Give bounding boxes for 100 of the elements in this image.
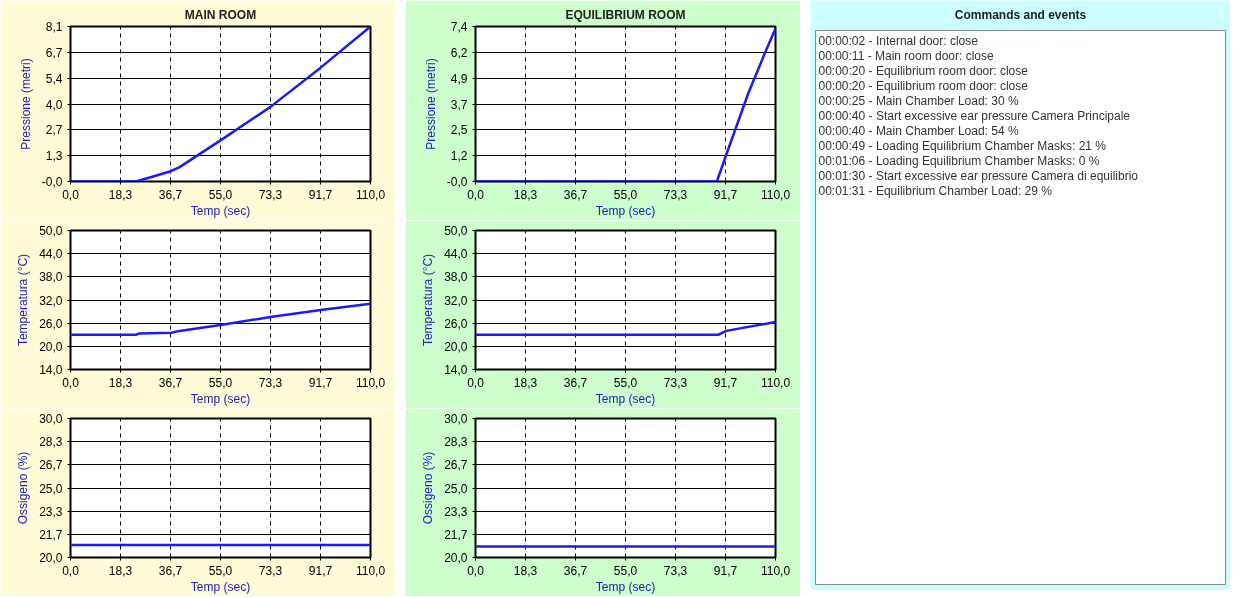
y-tick-label: 6,2 [450, 45, 468, 60]
text: 00:01:31 - Equilibrium Chamber Load: 29 % [818, 183, 1053, 198]
y-tick-label: 21,7 [39, 527, 63, 542]
x-tick-label: 73,3 [258, 187, 283, 202]
x-tick-label: 91,7 [308, 563, 333, 578]
x-tick-label: 36,7 [158, 375, 183, 390]
y-tick-label: 25,0 [444, 481, 468, 496]
text: 00:00:49 - Loading Equilibrium Chamber Masks: 21 % [818, 138, 1107, 153]
x-tick-label: 73,3 [258, 563, 283, 578]
x-tick-label: 55,0 [208, 375, 233, 390]
y-tick-label: 44,0 [39, 247, 63, 262]
x-tick-label: 0,0 [62, 375, 80, 390]
x-tick-label: 110,0 [760, 563, 791, 578]
x-tick-label: 0,0 [467, 563, 485, 578]
y-tick-label: 30,0 [444, 412, 468, 426]
x-axis-title: Temp (sec) [190, 391, 251, 406]
y-tick-label: 20,0 [444, 339, 468, 354]
x-tick-label: 55,0 [613, 187, 638, 202]
x-tick-label: 73,3 [663, 187, 688, 202]
x-tick-label: 18,3 [513, 563, 538, 578]
y-tick-label: 23,3 [39, 504, 63, 519]
x-tick-label: 110,0 [355, 375, 386, 390]
x-tick-label: 0,0 [62, 187, 80, 202]
x-tick-label: 36,7 [563, 563, 588, 578]
chart-title: MAIN ROOM [184, 7, 257, 22]
line-series [70, 26, 371, 182]
y-tick-label: 50,0 [39, 224, 63, 238]
y-tick-label: -0,0 [446, 175, 468, 189]
y-tick-label: 26,0 [444, 316, 468, 331]
y-tick-label: 26,7 [444, 458, 468, 473]
x-tick-label: 18,3 [513, 375, 538, 390]
y-tick-label: 5,4 [45, 71, 63, 86]
x-tick-label: 18,3 [108, 375, 133, 390]
y-tick-label: 28,3 [39, 435, 63, 450]
x-tick-label: 73,3 [663, 375, 688, 390]
x-tick-label: 91,7 [713, 563, 738, 578]
y-tick-label: 3,7 [450, 97, 468, 112]
x-tick-label: 55,0 [208, 187, 233, 202]
x-axis-title: Temp (sec) [595, 391, 656, 406]
y-tick-label: 4,0 [45, 97, 63, 112]
y-tick-label: 30,0 [39, 412, 63, 426]
text: 00:00:40 - Start excessive ear pressure Camera Principale [818, 108, 1131, 123]
y-tick-label: 23,3 [444, 504, 468, 519]
y-axis-title: Pressione (metri) [18, 58, 33, 150]
x-tick-label: 55,0 [613, 563, 638, 578]
y-tick-label: 28,3 [444, 435, 468, 450]
y-tick-label: 20,0 [444, 551, 468, 565]
y-axis-title: Ossigeno (%) [421, 451, 436, 525]
text: 00:01:30 - Start excessive ear pressure Camera di equilibrio [818, 168, 1139, 183]
text: 00:00:40 - Main Chamber Load: 54 % [818, 123, 1019, 138]
y-tick-label: 14,0 [444, 363, 468, 377]
y-axis-title: Temperatura (°C) [16, 253, 31, 347]
y-tick-label: 32,0 [444, 293, 468, 308]
x-tick-label: 73,3 [258, 375, 283, 390]
x-tick-label: 18,3 [108, 563, 133, 578]
x-tick-label: 91,7 [713, 375, 738, 390]
y-tick-label: 26,7 [39, 458, 63, 473]
x-tick-label: 73,3 [663, 563, 688, 578]
x-tick-label: 91,7 [713, 187, 738, 202]
y-tick-label: 20,0 [39, 551, 63, 565]
y-tick-label: 25,0 [39, 481, 63, 496]
text: 00:00:11 - Main room door: close [818, 48, 995, 63]
y-tick-label: 38,0 [444, 270, 468, 285]
y-tick-label: 26,0 [39, 316, 63, 331]
text: Commands and events [954, 7, 1087, 22]
y-axis-title: Temperatura (°C) [421, 253, 436, 347]
y-tick-label: 50,0 [444, 224, 468, 238]
x-axis-title: Temp (sec) [595, 579, 656, 594]
x-tick-label: 36,7 [158, 187, 183, 202]
text: 00:01:06 - Loading Equilibrium Chamber Masks: 0 % [818, 153, 1100, 168]
y-tick-label: -0,0 [41, 175, 63, 189]
x-tick-label: 110,0 [355, 187, 386, 202]
y-tick-label: 38,0 [39, 270, 63, 285]
chart-title: EQUILIBRIUM ROOM [565, 7, 686, 22]
y-tick-label: 6,7 [45, 45, 63, 60]
x-tick-label: 0,0 [467, 375, 485, 390]
x-tick-label: 55,0 [613, 375, 638, 390]
x-tick-label: 0,0 [62, 563, 80, 578]
x-tick-label: 91,7 [308, 187, 333, 202]
y-tick-label: 14,0 [39, 363, 63, 377]
line-series [70, 302, 371, 336]
x-tick-label: 36,7 [563, 187, 588, 202]
x-axis-title: Temp (sec) [190, 579, 251, 594]
x-tick-label: 110,0 [760, 375, 791, 390]
x-tick-label: 36,7 [158, 563, 183, 578]
y-tick-label: 32,0 [39, 293, 63, 308]
text: 00:00:25 - Main Chamber Load: 30 % [818, 93, 1019, 108]
y-tick-label: 1,3 [45, 149, 63, 164]
x-tick-label: 36,7 [563, 375, 588, 390]
x-tick-label: 0,0 [467, 187, 485, 202]
x-tick-label: 91,7 [308, 375, 333, 390]
x-tick-label: 110,0 [355, 563, 386, 578]
x-tick-label: 18,3 [513, 187, 538, 202]
text: 00:00:20 - Equilibrium room door: close [818, 63, 1029, 78]
text: 00:00:20 - Equilibrium room door: close [818, 78, 1029, 93]
x-axis-title: Temp (sec) [190, 203, 251, 218]
y-axis-title: Pressione (metri) [423, 58, 438, 150]
y-axis-title: Ossigeno (%) [16, 451, 31, 525]
y-tick-label: 2,5 [450, 123, 468, 138]
y-tick-label: 2,7 [45, 123, 63, 138]
